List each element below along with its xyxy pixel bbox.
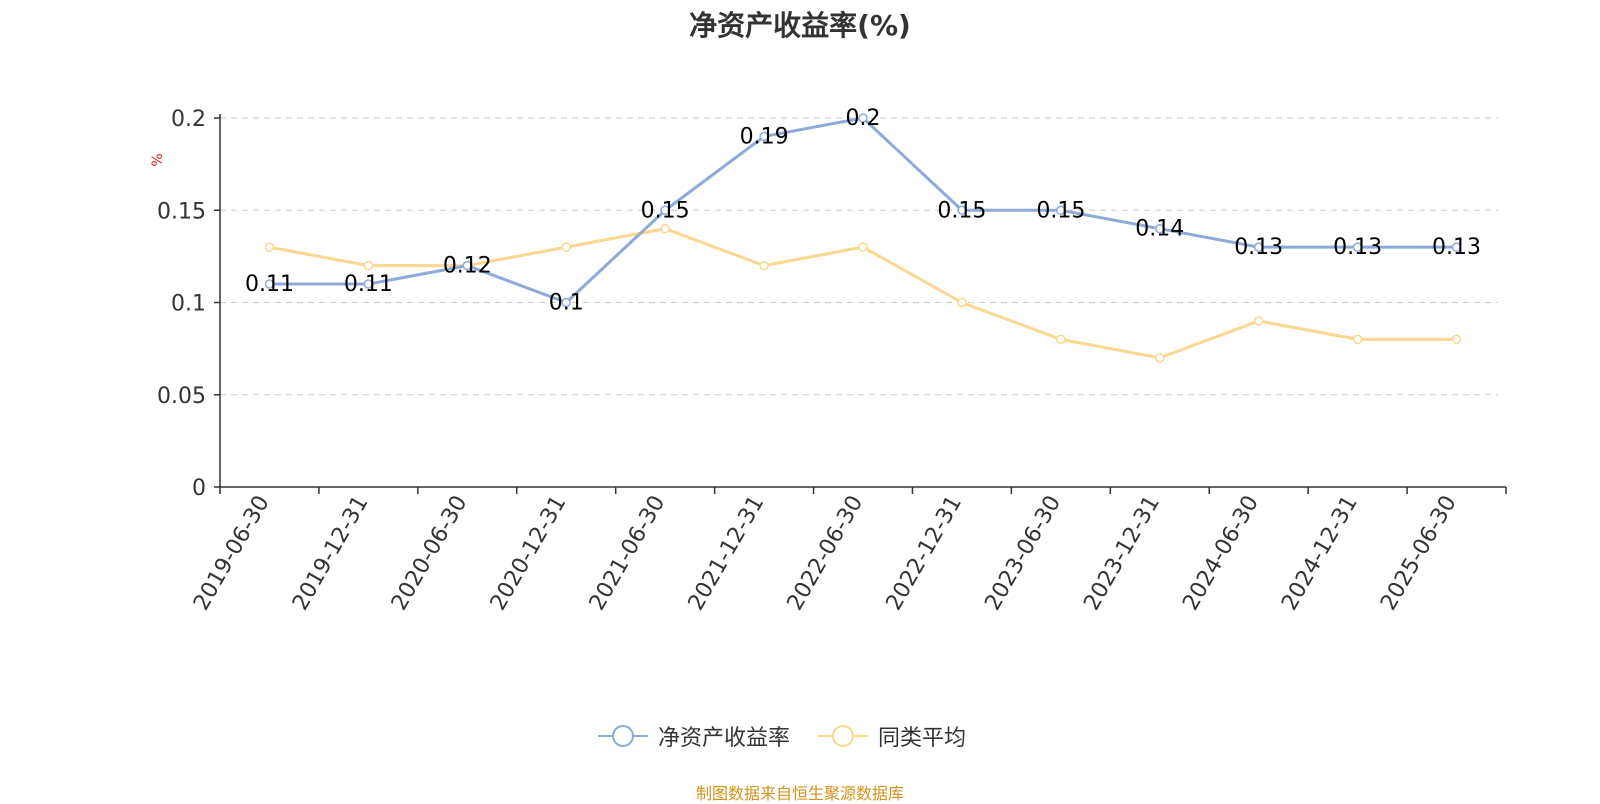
data-point-peer-average [561,242,571,252]
x-tick-label: 2023-06-30 [980,492,1066,615]
data-point-roe [660,205,670,215]
data-labels: 0.11 0.11 0.12 0.1 0.15 0.19 0.2 0.15 0.15 0.14 0.… [245,106,1481,316]
legend-label-roe: 净资产收益率 [658,726,791,751]
data-label-roe: 0.1 [549,291,584,316]
data-point-peer-average [1155,353,1165,363]
data-point-roe [561,297,571,308]
data-point-roe [1155,223,1165,234]
x-tick-label: 2020-12-31 [486,492,572,615]
data-point-peer-average [759,260,769,271]
x-tick-label: 2019-12-31 [288,492,374,615]
data-point-peer-average [858,242,868,252]
x-tick-label: 2024-06-30 [1178,492,1264,615]
data-point-peer-average [957,297,967,308]
data-label-roe: 0.13 [1432,235,1481,260]
x-tick-label: 2020-06-30 [387,492,473,615]
data-label-roe: 0.15 [1036,198,1085,223]
data-label-roe: 0.19 [740,124,789,149]
y-axis-unit-label: % [150,153,166,166]
data-point-roe [264,279,275,289]
data-point-peer-average [1352,334,1363,345]
series-lines [264,113,1462,363]
data-point-peer-average [363,260,374,271]
x-tick-label: 2023-12-31 [1079,492,1165,615]
legend-item-peer-average[interactable]: 同类平均 [818,720,966,752]
data-point-peer-average [1451,334,1462,345]
data-point-peer-average [264,242,275,252]
legend-marker-peer-average-icon [818,725,868,747]
legend-item-roe[interactable]: 净资产收益率 [598,720,790,752]
data-label-roe: 0.15 [937,198,986,223]
data-label-roe: 0.11 [245,272,294,297]
y-tick-label: 0.1 [171,292,206,317]
data-point-roe [759,131,769,142]
x-tick-label: 2021-06-30 [585,492,671,615]
y-tick-label: 0.2 [171,107,206,132]
data-point-roe [1253,242,1264,252]
data-point-peer-average [660,223,670,234]
data-label-roe: 0.14 [1135,217,1184,242]
data-label-roe: 0.13 [1333,235,1382,260]
data-point-roe [363,279,374,289]
data-label-roe: 0.15 [641,198,690,223]
data-point-peer-average [1253,316,1264,326]
y-tick-label: 0.15 [157,199,206,224]
x-tick-label: 2022-06-30 [783,492,869,615]
y-tick-label: 0 [192,476,206,501]
x-tick-label: 2021-12-31 [684,492,770,615]
data-label-roe: 0.11 [344,272,393,297]
data-point-roe [1451,242,1462,252]
source-note: 制图数据来自恒生聚源数据库 [695,784,904,803]
legend-label-peer-average: 同类平均 [878,726,967,751]
data-label-roe: 0.13 [1234,235,1283,260]
legend: 净资产收益率 同类平均 [0,720,1600,760]
x-tick-label: 2019-06-30 [189,492,275,615]
data-label-roe: 0.12 [443,254,492,279]
chart-title: 净资产收益率(%) [689,9,911,42]
y-tick-label: 0.05 [157,384,206,409]
data-point-roe [1056,205,1066,215]
data-label-roe: 0.2 [846,106,881,131]
data-point-roe [462,260,473,271]
x-tick-label: 2024-12-31 [1277,492,1363,615]
gridlines [220,117,1498,396]
data-point-roe [858,113,868,123]
legend-marker-roe-icon [598,725,648,747]
data-point-roe [957,205,967,215]
x-tick-label: 2022-12-31 [882,492,968,615]
data-point-roe [1352,242,1363,252]
data-point-peer-average [1056,334,1066,345]
x-tick-label: 2025-06-30 [1376,492,1462,615]
